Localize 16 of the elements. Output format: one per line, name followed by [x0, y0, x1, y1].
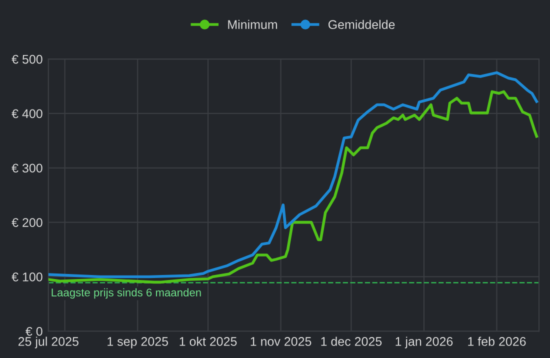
x-tick-label: 25 jul 2025: [18, 336, 78, 348]
legend-label: Minimum: [228, 20, 278, 30]
x-tick-label: 1 okt 2025: [180, 336, 237, 346]
y-tick-label: € 0: [26, 326, 42, 336]
y-tick-label: € 400: [12, 109, 42, 118]
x-tick-label: 1 dec 2025: [321, 336, 382, 346]
y-tick-label: € 500: [12, 54, 42, 64]
x-tick-label: 1 feb 2026: [468, 336, 526, 346]
x-tick-label: 1 jan 2026: [396, 336, 453, 348]
y-tick-label: € 300: [12, 164, 42, 173]
x-tick-label: 1 nov 2025: [250, 337, 312, 346]
x-tick-label: 1 sep 2025: [108, 337, 168, 348]
ref-line-label: Laagste prijs sinds 6 maanden: [52, 288, 201, 299]
legend-label: Gemiddelde: [328, 20, 395, 30]
y-tick-label: € 200: [12, 218, 42, 227]
y-tick-label: € 100: [12, 272, 42, 282]
